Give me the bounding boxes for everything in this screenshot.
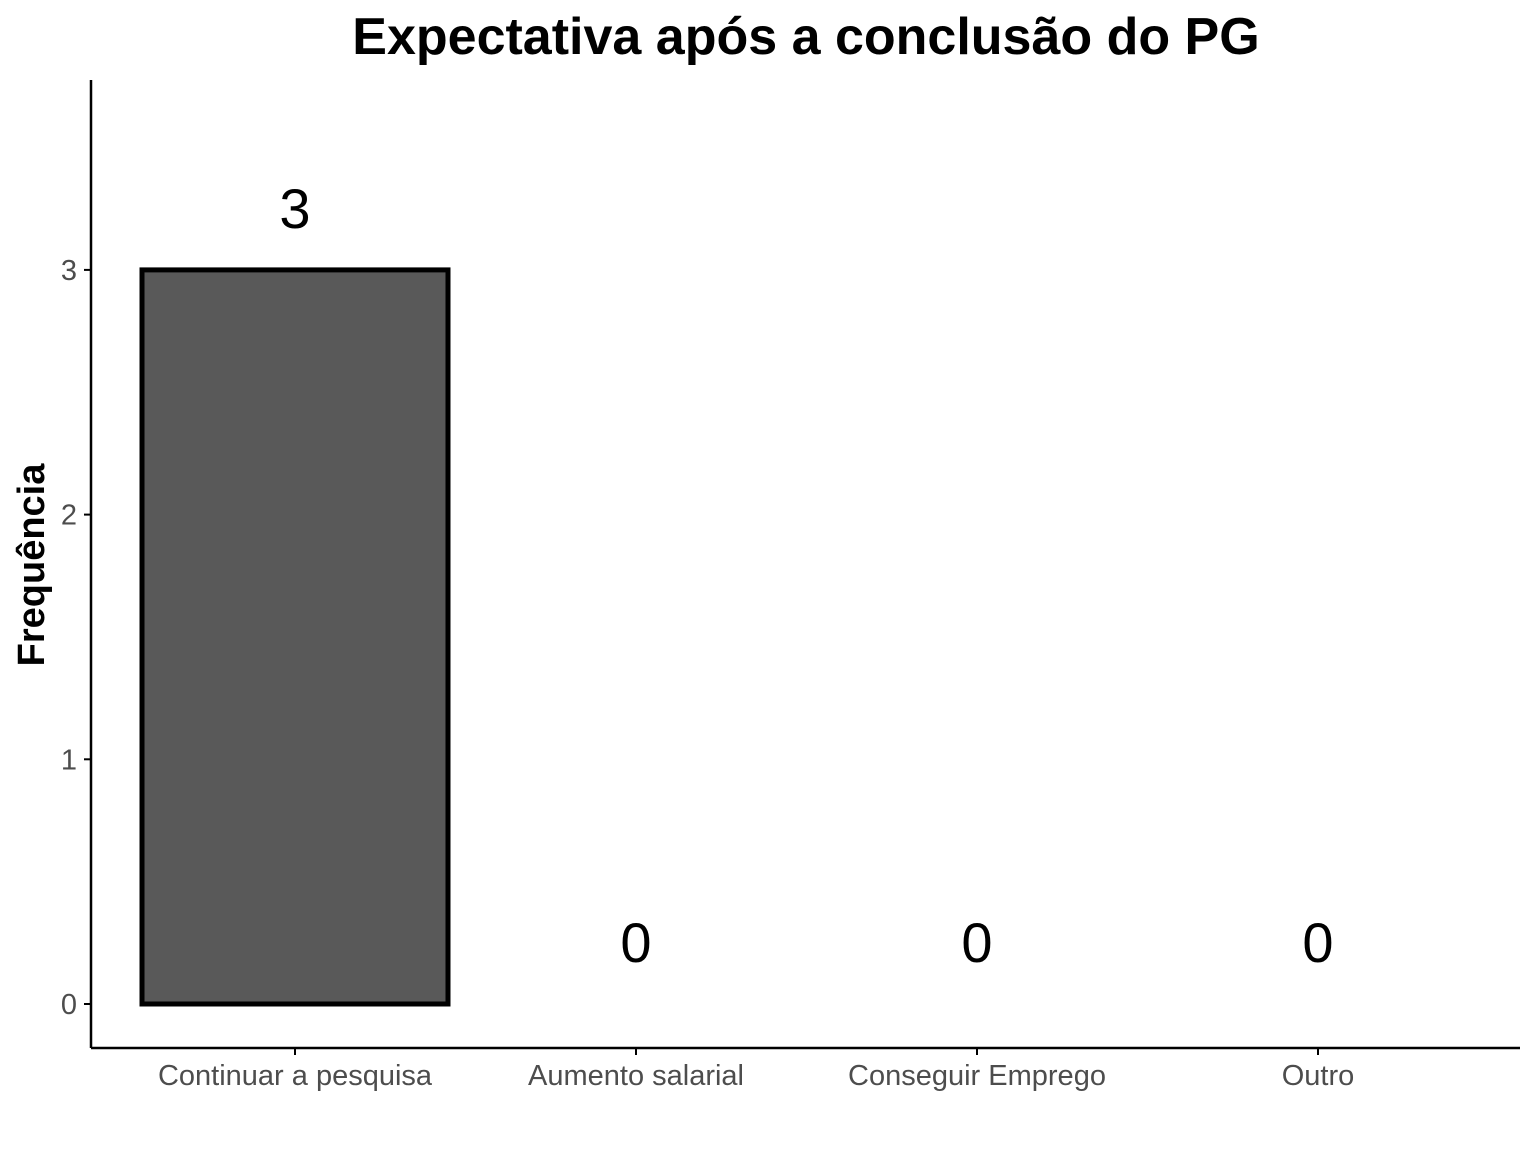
y-tick-label: 2 bbox=[61, 500, 77, 532]
x-tick-label: Outro bbox=[1282, 1060, 1355, 1092]
y-tick-label: 3 bbox=[61, 255, 77, 287]
y-axis-label: Frequência bbox=[11, 463, 53, 667]
bars-layer bbox=[139, 267, 451, 1007]
chart-title: Expectativa após a conclusão do PG bbox=[352, 8, 1259, 66]
bar-0 bbox=[139, 267, 451, 1007]
axes-layer: Continuar a pesquisa Aumento salarial Cons… bbox=[61, 80, 1520, 1092]
bar-value-label: 0 bbox=[961, 911, 992, 974]
bar-value-label: 3 bbox=[279, 177, 310, 240]
x-tick-label: Aumento salarial bbox=[528, 1060, 744, 1092]
x-tick-label: Conseguir Emprego bbox=[848, 1060, 1106, 1092]
y-tick-label: 1 bbox=[61, 744, 77, 776]
x-tick-label: Continuar a pesquisa bbox=[158, 1060, 433, 1092]
y-tick-label: 0 bbox=[61, 989, 77, 1021]
value-labels-layer: 3 0 0 0 bbox=[279, 177, 1333, 974]
bar-value-label: 0 bbox=[620, 911, 651, 974]
bar-value-label: 0 bbox=[1302, 911, 1333, 974]
